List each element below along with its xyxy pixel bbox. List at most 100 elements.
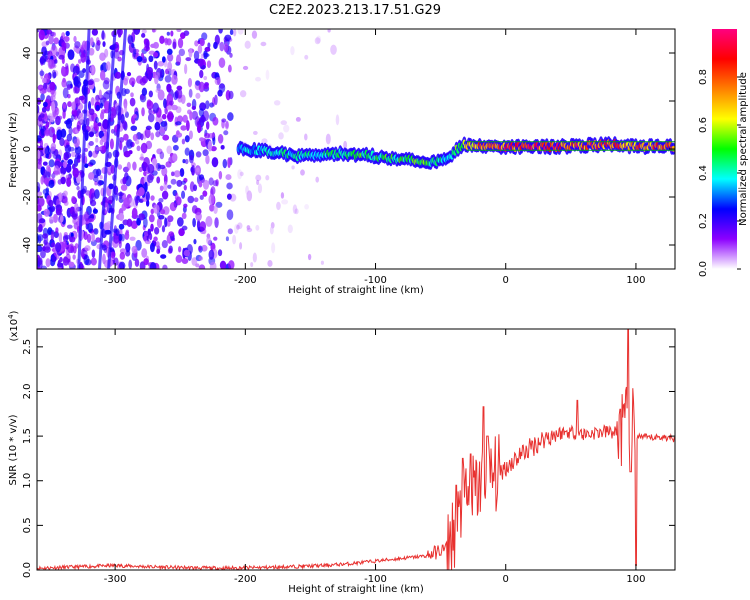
heatmap-cell: [314, 37, 321, 45]
heatmap-cell: [226, 182, 233, 190]
heatmap-cell: [211, 157, 219, 168]
heatmap-cell: [126, 218, 133, 227]
heatmap-cell: [267, 260, 273, 267]
heatmap-cell: [128, 77, 136, 86]
heatmap-cell: [40, 249, 46, 259]
heatmap-cell: [38, 29, 45, 41]
heatmap-cell: [179, 167, 185, 177]
heatmap-cell: [214, 94, 218, 106]
heatmap-cell: [325, 133, 331, 145]
heatmap-cell: [41, 88, 48, 94]
heatmap-cell: [161, 240, 168, 249]
heatmap-cell: [52, 148, 59, 160]
heatmap-cell: [87, 79, 94, 86]
heatmap-cell: [203, 75, 208, 81]
heatmap-cell: [228, 90, 234, 100]
heatmap-cell: [162, 264, 168, 269]
heatmap-cell: [135, 196, 139, 207]
heatmap-cell: [154, 227, 160, 235]
heatmap-cell: [48, 199, 54, 207]
heatmap-cell: [192, 217, 196, 228]
heatmap-cell: [51, 173, 56, 179]
heatmap-cell: [124, 88, 130, 95]
heatmap-cell: [185, 57, 192, 62]
heatmap-cell: [49, 81, 56, 91]
x-tick-label: -100: [364, 275, 387, 286]
heatmap-cell: [210, 146, 217, 152]
heatmap-cell: [96, 179, 103, 187]
heatmap-cell: [80, 52, 86, 63]
heatmap-cell: [257, 183, 263, 194]
heatmap-cell: [256, 179, 260, 186]
heatmap-cell: [170, 30, 174, 37]
heatmap-cell: [197, 124, 202, 134]
heatmap-cell: [214, 77, 221, 86]
heatmap-cell: [61, 65, 66, 76]
heatmap-cell: [283, 124, 290, 133]
heatmap-cell: [80, 44, 86, 51]
heatmap-cell: [201, 244, 208, 252]
spectrogram-heatmap: [37, 29, 675, 269]
heatmap-cell: [104, 48, 109, 58]
heatmap-cell: [158, 164, 166, 170]
heatmap-cell: [62, 256, 69, 266]
heatmap-cell: [115, 228, 120, 237]
heatmap-cell: [237, 29, 244, 35]
heatmap-cell: [119, 191, 123, 200]
heatmap-cell: [118, 261, 126, 269]
heatmap-cell: [43, 129, 51, 137]
heatmap-cell: [67, 159, 74, 165]
heatmap-cell: [191, 105, 197, 111]
heatmap-cell: [208, 177, 214, 186]
heatmap-cell: [166, 145, 173, 155]
heatmap-cell: [84, 245, 91, 252]
heatmap-cell: [177, 37, 184, 49]
heatmap-cell: [48, 179, 55, 189]
heatmap-cell: [71, 195, 76, 204]
heatmap-cell: [209, 261, 217, 269]
heatmap-cell: [59, 257, 63, 263]
heatmap-cell: [39, 70, 45, 77]
heatmap-cell: [252, 130, 258, 135]
heatmap-cell: [142, 217, 148, 228]
heatmap-cell: [269, 226, 274, 235]
heatmap-cell: [110, 164, 115, 174]
heatmap-cell: [206, 60, 212, 68]
heatmap-cell: [95, 137, 99, 143]
heatmap-cell: [188, 130, 193, 140]
heatmap-cell: [168, 231, 174, 237]
heatmap-cell: [42, 101, 48, 108]
heatmap-cell: [213, 204, 218, 214]
heatmap-cell: [68, 261, 75, 268]
colorbar-gradient: [712, 29, 737, 269]
heatmap-cell: [167, 61, 173, 72]
heatmap-cell: [49, 205, 56, 213]
colorbar-tick-label: 0.4: [698, 165, 709, 181]
heatmap-cell: [236, 224, 240, 230]
heatmap-cell: [76, 185, 80, 191]
heatmap-cell: [50, 94, 56, 102]
heatmap-cell: [276, 201, 281, 211]
heatmap-cell: [38, 235, 42, 244]
heatmap-cell: [164, 217, 168, 228]
heatmap-cell: [172, 153, 178, 162]
heatmap-cell: [114, 71, 122, 79]
heatmap-cell: [167, 111, 174, 123]
heatmap-cell: [79, 112, 84, 118]
heatmap-cell: [37, 116, 44, 128]
heatmap-cell: [113, 257, 119, 266]
x-tick-label: -200: [234, 275, 257, 286]
heatmap-cell: [72, 254, 76, 260]
heatmap-cell: [239, 171, 244, 177]
heatmap-cell: [188, 88, 193, 98]
heatmap-cell: [129, 97, 136, 107]
heatmap-cell: [98, 89, 102, 99]
y-tick-label: 0.0: [22, 562, 33, 578]
heatmap-cell: [88, 172, 95, 180]
heatmap-cell: [145, 199, 150, 207]
heatmap-cell: [153, 236, 158, 242]
heatmap-cell: [42, 188, 50, 195]
heatmap-cell: [155, 71, 160, 80]
